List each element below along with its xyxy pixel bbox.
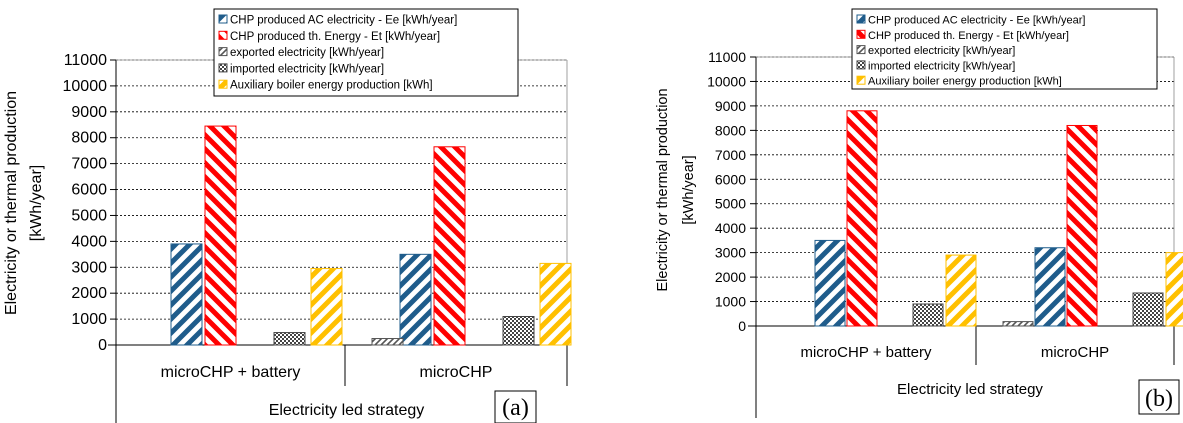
y-tick-label: 6000 <box>71 182 107 199</box>
y-tick-label: 7000 <box>71 156 107 173</box>
y-tick-label: 3000 <box>715 245 746 261</box>
legend-entry: exported electricity [kWh/year] <box>868 45 1015 57</box>
y-tick-label: 5000 <box>715 196 746 212</box>
legend-swatch <box>856 29 866 39</box>
bar <box>1165 252 1183 327</box>
legend-entry: Auxiliary boiler energy production [kWh] <box>230 80 433 92</box>
y-tick-label: 4000 <box>71 233 107 250</box>
legend-swatch <box>856 45 866 55</box>
bar <box>371 338 404 346</box>
y-tick-label: 3000 <box>71 259 107 276</box>
legend-box <box>851 8 1158 90</box>
y-axis-label: Electricity or thermal production <box>3 91 20 315</box>
legend-entry: CHP produced AC electricity - Ee [kWh/ye… <box>230 15 457 27</box>
panel-label-box <box>1138 379 1180 415</box>
legend-entry: imported electricity [kWh/year] <box>230 63 384 75</box>
y-tick-label: 9000 <box>71 104 107 121</box>
legend-entry: Auxiliary boiler energy production [kWh] <box>868 76 1062 88</box>
bar <box>204 125 237 346</box>
y-tick-label: 1000 <box>715 294 746 310</box>
y-tick-label: 10000 <box>707 73 746 89</box>
chart-panel-b: 0 1000 2000 3000 4000 5000 6000 7000 8000 9000 100… <box>655 8 1183 418</box>
x-axis-label: Electricity led strategy <box>269 402 425 419</box>
panel-label-box <box>494 390 537 423</box>
bar <box>433 146 466 346</box>
legend-swatch <box>856 14 866 24</box>
bar <box>170 243 203 346</box>
category-label: microCHP <box>420 364 493 381</box>
panel-label: (a) <box>502 395 529 421</box>
bar <box>310 268 343 346</box>
category-label: microCHP <box>1041 344 1109 361</box>
chart-panel-a: 0 1000 2000 3000 4000 5000 6000 7000 8000 9000 100… <box>3 8 572 423</box>
category-label: microCHP + battery <box>161 364 301 381</box>
legend-entry: CHP produced AC electricity - Ee [kWh/ye… <box>868 15 1085 27</box>
bar <box>1066 124 1098 327</box>
bar <box>1002 321 1034 327</box>
y-tick-label: 8000 <box>71 130 107 147</box>
bar <box>1132 292 1164 327</box>
y-tick-label: 2000 <box>715 269 746 285</box>
bar <box>814 239 846 327</box>
legend-swatch <box>218 47 228 57</box>
legend-swatch <box>218 79 228 89</box>
bar <box>912 303 944 327</box>
legend-swatch <box>218 30 228 40</box>
panel-label: (b) <box>1145 386 1173 412</box>
bar <box>502 316 535 346</box>
y-tick-label: 0 <box>98 337 107 354</box>
y-tick-label: 8000 <box>715 122 746 138</box>
y-axis-label: [kWh/year] <box>681 155 697 224</box>
legend: CHP produced AC electricity - Ee [kWh/ye… <box>851 8 1158 90</box>
y-tick-label: 9000 <box>715 98 746 114</box>
y-tick-label: 1000 <box>71 311 107 328</box>
y-axis-label: Electricity or thermal production <box>655 88 671 291</box>
y-tick-label: 2000 <box>71 285 107 302</box>
category-label: microCHP + battery <box>800 344 932 361</box>
bar <box>846 110 878 327</box>
bar <box>1034 247 1066 327</box>
bar <box>945 254 977 327</box>
y-tick-label: 11000 <box>708 49 746 65</box>
legend-swatch <box>218 63 228 73</box>
legend-entry: CHP produced th. Energy - Et [kWh/year] <box>230 31 440 43</box>
legend-entry: exported electricity [kWh/year] <box>230 47 384 59</box>
y-tick-label: 10000 <box>63 78 108 95</box>
y-tick-label: 5000 <box>71 207 107 224</box>
legend-swatch <box>856 60 866 70</box>
legend-box <box>213 8 519 97</box>
y-axis-label: [kWh/year] <box>28 165 45 241</box>
y-tick-label: 11000 <box>64 52 107 69</box>
legend-entry: imported electricity [kWh/year] <box>868 60 1015 72</box>
bar <box>539 262 572 346</box>
legend-entry: CHP produced th. Energy - Et [kWh/year] <box>868 30 1069 42</box>
y-tick-label: 6000 <box>715 171 746 187</box>
y-tick-label: 4000 <box>715 220 746 236</box>
bar <box>273 332 306 346</box>
bar <box>399 253 432 346</box>
legend-swatch <box>218 14 228 24</box>
y-tick-label: 7000 <box>715 147 746 163</box>
legend: CHP produced AC electricity - Ee [kWh/ye… <box>213 8 519 97</box>
y-tick-label: 0 <box>738 318 746 334</box>
legend-swatch <box>856 75 866 85</box>
x-axis-label: Electricity led strategy <box>897 381 1043 398</box>
